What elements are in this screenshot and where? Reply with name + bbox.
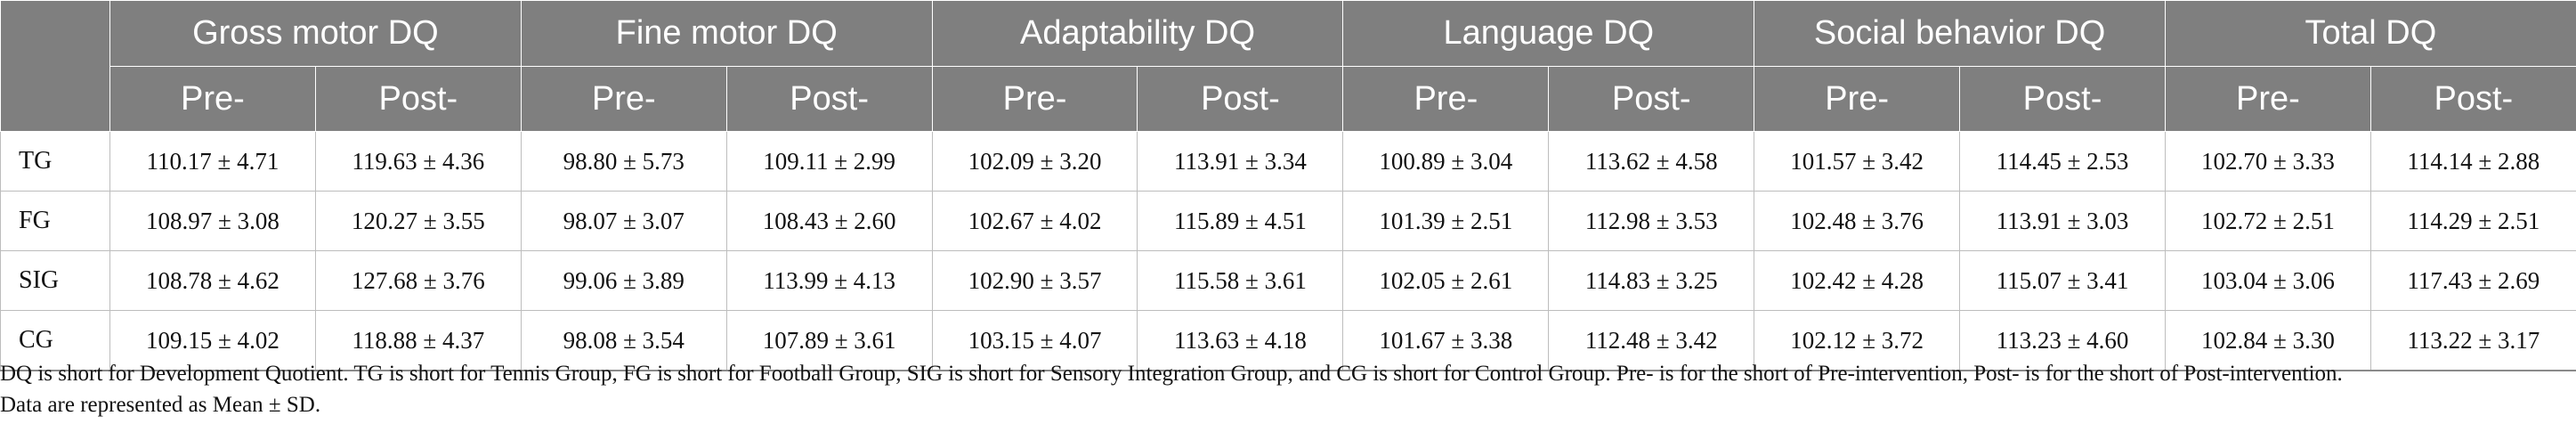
table-cell: 113.62 ± 4.58 <box>1548 131 1755 192</box>
table-cell: 101.57 ± 3.42 <box>1754 131 1961 192</box>
row-label: FG <box>0 191 110 251</box>
table-cell: 113.99 ± 4.13 <box>725 250 933 311</box>
sub-header-pre: Pre- <box>1342 66 1550 132</box>
sub-header-post: Post- <box>725 66 933 132</box>
footnote-data-format: Data are represented as Mean ± SD. <box>0 393 321 417</box>
sub-header-pre: Pre- <box>520 66 727 132</box>
row-label: TG <box>0 131 110 192</box>
table-cell: 102.42 ± 4.28 <box>1754 250 1961 311</box>
table-cell: 110.17 ± 4.71 <box>109 131 316 192</box>
table-cell: 99.06 ± 3.89 <box>520 250 727 311</box>
group-header-language: Language DQ <box>1342 0 1755 67</box>
table-cell: 113.91 ± 3.03 <box>1959 191 2166 251</box>
row-label: CG <box>0 310 110 371</box>
table-cell: 100.89 ± 3.04 <box>1342 131 1550 192</box>
table-cell: 109.15 ± 4.02 <box>109 310 316 371</box>
table-cell: 102.12 ± 3.72 <box>1754 310 1961 371</box>
table-cell: 101.67 ± 3.38 <box>1342 310 1550 371</box>
sub-header-post: Post- <box>314 66 522 132</box>
sub-header-post: Post- <box>1137 66 1344 132</box>
table-row: TG 110.17 ± 4.71 119.63 ± 4.36 98.80 ± 5.73… <box>0 131 2576 192</box>
sub-header-pre: Pre- <box>109 66 316 132</box>
table-cell: 119.63 ± 4.36 <box>314 131 522 192</box>
table-cell: 102.84 ± 3.30 <box>2164 310 2371 371</box>
table-cell: 118.88 ± 4.37 <box>314 310 522 371</box>
table-cell: 108.78 ± 4.62 <box>109 250 316 311</box>
table-cell: 103.04 ± 3.06 <box>2164 250 2371 311</box>
group-header-total: Total DQ <box>2164 0 2576 67</box>
sub-header-post: Post- <box>2369 66 2576 132</box>
table-cell: 112.98 ± 3.53 <box>1548 191 1755 251</box>
table-cell: 98.07 ± 3.07 <box>520 191 727 251</box>
table-cell: 113.22 ± 3.17 <box>2369 310 2576 371</box>
group-header-social-behavior: Social behavior DQ <box>1754 0 2166 67</box>
table-row: SIG 108.78 ± 4.62 127.68 ± 3.76 99.06 ± 3.8… <box>0 250 2576 311</box>
table-cell: 101.39 ± 2.51 <box>1342 191 1550 251</box>
row-label: SIG <box>0 250 110 311</box>
table-cell: 114.83 ± 3.25 <box>1548 250 1755 311</box>
sub-header-post: Post- <box>1548 66 1755 132</box>
table-cell: 117.43 ± 2.69 <box>2369 250 2576 311</box>
group-header-gross-motor: Gross motor DQ <box>109 0 522 67</box>
table-cell: 107.89 ± 3.61 <box>725 310 933 371</box>
table-cell: 120.27 ± 3.55 <box>314 191 522 251</box>
table-cell: 112.48 ± 3.42 <box>1548 310 1755 371</box>
table-cell: 98.80 ± 5.73 <box>520 131 727 192</box>
group-header-adaptability: Adaptability DQ <box>931 0 1344 67</box>
table-cell: 102.70 ± 3.33 <box>2164 131 2371 192</box>
table-cell: 102.72 ± 2.51 <box>2164 191 2371 251</box>
table-cell: 102.90 ± 3.57 <box>931 250 1138 311</box>
group-header-row: Gross motor DQ Fine motor DQ Adaptabilit… <box>0 0 2576 132</box>
table-cell: 108.43 ± 2.60 <box>725 191 933 251</box>
sub-header-post: Post- <box>1959 66 2166 132</box>
table-cell: 127.68 ± 3.76 <box>314 250 522 311</box>
table-cell: 102.09 ± 3.20 <box>931 131 1138 192</box>
sub-header-pre: Pre- <box>2164 66 2371 132</box>
footnote-abbreviations: DQ is short for Development Quotient. TG… <box>0 362 2343 386</box>
table-cell: 113.23 ± 4.60 <box>1959 310 2166 371</box>
table-cell: 102.48 ± 3.76 <box>1754 191 1961 251</box>
corner-cell <box>0 0 110 132</box>
table-cell: 113.63 ± 4.18 <box>1137 310 1344 371</box>
table-cell: 115.89 ± 4.51 <box>1137 191 1344 251</box>
table-cell: 108.97 ± 3.08 <box>109 191 316 251</box>
table-footnote: DQ is short for Development Quotient. TG… <box>0 358 2564 420</box>
table-row: CG 109.15 ± 4.02 118.88 ± 4.37 98.08 ± 3.54… <box>0 310 2576 371</box>
table-cell: 103.15 ± 4.07 <box>931 310 1138 371</box>
dq-table: Gross motor DQ Fine motor DQ Adaptabilit… <box>0 0 2576 371</box>
table-cell: 98.08 ± 3.54 <box>520 310 727 371</box>
group-header-fine-motor: Fine motor DQ <box>520 0 933 67</box>
table-cell: 114.29 ± 2.51 <box>2369 191 2576 251</box>
table-cell: 115.07 ± 3.41 <box>1959 250 2166 311</box>
table-body: TG 110.17 ± 4.71 119.63 ± 4.36 98.80 ± 5.73… <box>0 131 2576 371</box>
table-cell: 114.45 ± 2.53 <box>1959 131 2166 192</box>
table-cell: 115.58 ± 3.61 <box>1137 250 1344 311</box>
sub-header-pre: Pre- <box>1754 66 1961 132</box>
table-cell: 102.67 ± 4.02 <box>931 191 1138 251</box>
table-cell: 102.05 ± 2.61 <box>1342 250 1550 311</box>
table-cell: 109.11 ± 2.99 <box>725 131 933 192</box>
table-cell: 114.14 ± 2.88 <box>2369 131 2576 192</box>
table-cell: 113.91 ± 3.34 <box>1137 131 1344 192</box>
table-row: FG 108.97 ± 3.08 120.27 ± 3.55 98.07 ± 3.07… <box>0 191 2576 251</box>
sub-header-row: Pre- Post- Pre- Post- Pre- Post- Pre- Po… <box>1 66 2576 132</box>
sub-header-pre: Pre- <box>931 66 1138 132</box>
